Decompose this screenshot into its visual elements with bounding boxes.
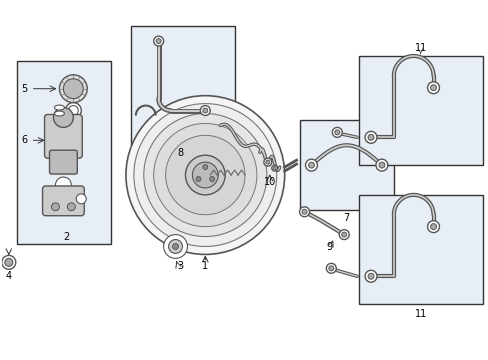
Circle shape (299, 207, 309, 217)
Circle shape (341, 232, 346, 237)
Circle shape (126, 96, 284, 255)
Circle shape (67, 203, 75, 211)
Circle shape (63, 79, 83, 99)
FancyBboxPatch shape (49, 150, 77, 174)
Circle shape (334, 130, 339, 135)
Circle shape (427, 221, 439, 233)
Circle shape (339, 230, 348, 239)
Circle shape (273, 167, 276, 170)
Circle shape (156, 39, 161, 44)
Circle shape (209, 176, 214, 181)
Ellipse shape (54, 105, 64, 110)
Circle shape (203, 108, 207, 113)
Circle shape (378, 162, 384, 168)
Circle shape (367, 134, 373, 140)
Text: 6: 6 (21, 135, 28, 145)
Circle shape (429, 224, 436, 230)
Text: 3: 3 (177, 261, 183, 271)
Text: 11: 11 (414, 43, 426, 53)
Circle shape (265, 160, 269, 164)
Circle shape (271, 165, 277, 171)
Bar (131, 26, 235, 145)
Circle shape (429, 85, 436, 91)
FancyBboxPatch shape (42, 186, 84, 216)
Text: 2: 2 (63, 231, 69, 242)
FancyBboxPatch shape (44, 114, 82, 158)
Circle shape (5, 258, 13, 266)
Circle shape (53, 108, 73, 127)
Circle shape (328, 266, 333, 271)
Circle shape (153, 36, 163, 46)
Bar (17, 61, 111, 244)
Text: 7: 7 (343, 213, 348, 223)
Text: 9: 9 (325, 243, 332, 252)
Circle shape (196, 176, 201, 181)
Bar (358, 56, 482, 165)
Circle shape (427, 82, 439, 94)
Ellipse shape (54, 111, 64, 116)
Text: 4: 4 (6, 271, 12, 281)
Circle shape (375, 159, 387, 171)
Circle shape (203, 165, 207, 170)
Text: 11: 11 (414, 309, 426, 319)
Bar (358, 195, 482, 304)
Circle shape (305, 159, 317, 171)
Text: 8: 8 (177, 148, 183, 158)
Text: 1: 1 (202, 261, 208, 271)
Text: 5: 5 (21, 84, 28, 94)
Circle shape (168, 239, 182, 253)
Circle shape (165, 135, 244, 215)
Circle shape (143, 113, 266, 237)
Circle shape (302, 209, 306, 214)
Circle shape (200, 105, 210, 116)
Circle shape (51, 203, 60, 211)
Circle shape (308, 162, 314, 168)
Circle shape (68, 105, 78, 116)
Circle shape (134, 104, 276, 247)
Circle shape (192, 162, 218, 188)
Bar (299, 121, 393, 210)
Circle shape (365, 131, 376, 143)
Circle shape (2, 255, 16, 269)
Circle shape (60, 75, 87, 103)
Circle shape (163, 235, 187, 258)
Circle shape (264, 158, 271, 166)
Circle shape (55, 177, 71, 193)
Circle shape (76, 194, 86, 204)
Circle shape (367, 273, 373, 279)
Circle shape (325, 264, 336, 273)
Text: 10: 10 (263, 177, 275, 187)
Circle shape (332, 127, 342, 137)
Circle shape (365, 270, 376, 282)
Circle shape (153, 123, 256, 227)
Circle shape (185, 155, 224, 195)
Circle shape (65, 103, 81, 118)
Circle shape (172, 243, 178, 249)
